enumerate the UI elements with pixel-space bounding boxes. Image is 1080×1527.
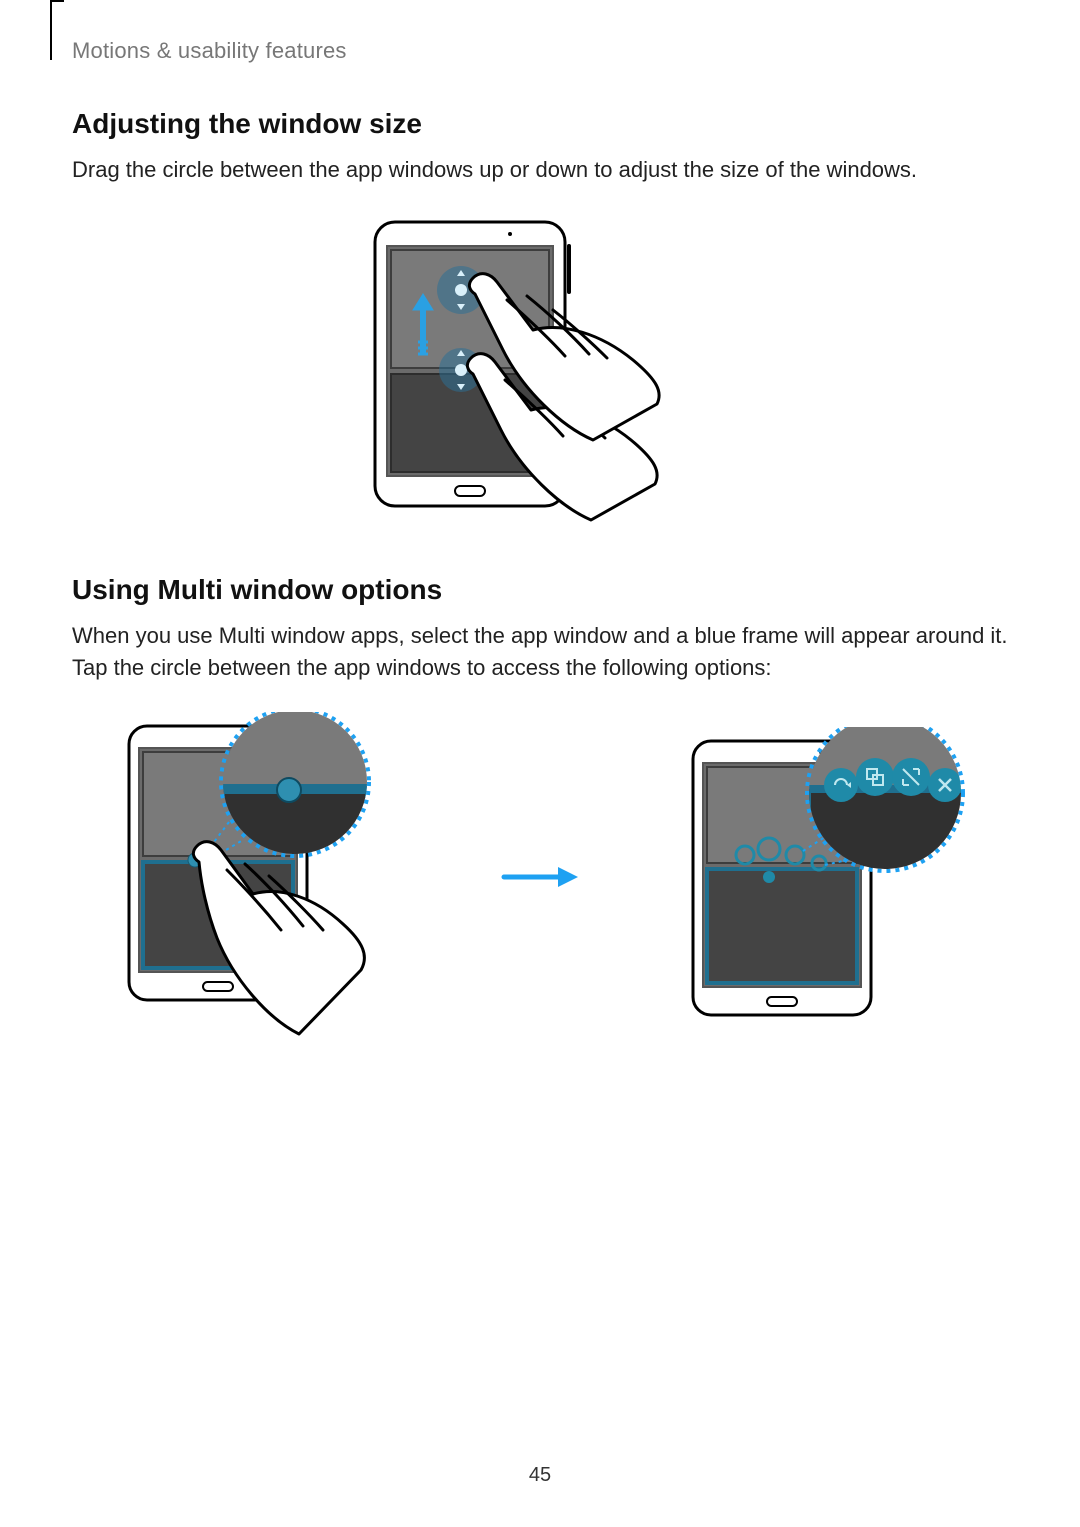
section-paragraph-multi-options: When you use Multi window apps, select t… [72,620,1008,684]
transition-arrow-icon [500,857,580,897]
page-content: Adjusting the window size Drag the circl… [72,108,1008,1092]
page-corner-mark [50,0,52,60]
section-paragraph-adjust: Drag the circle between the app windows … [72,154,1008,186]
page-number: 45 [0,1464,1080,1487]
section-heading-adjust: Adjusting the window size [72,108,1008,140]
tablet-options-row-illustration-icon [675,727,975,1027]
tablet-tap-handle-illustration-icon [105,712,405,1042]
figure-multi-window-options [72,712,1008,1042]
figure-adjust-window-size [72,214,1008,524]
tablet-drag-illustration-icon [355,214,725,524]
page: Motions & usability features Adjusting t… [0,0,1080,1527]
running-head: Motions & usability features [72,38,347,64]
section-heading-multi-options: Using Multi window options [72,574,1008,606]
